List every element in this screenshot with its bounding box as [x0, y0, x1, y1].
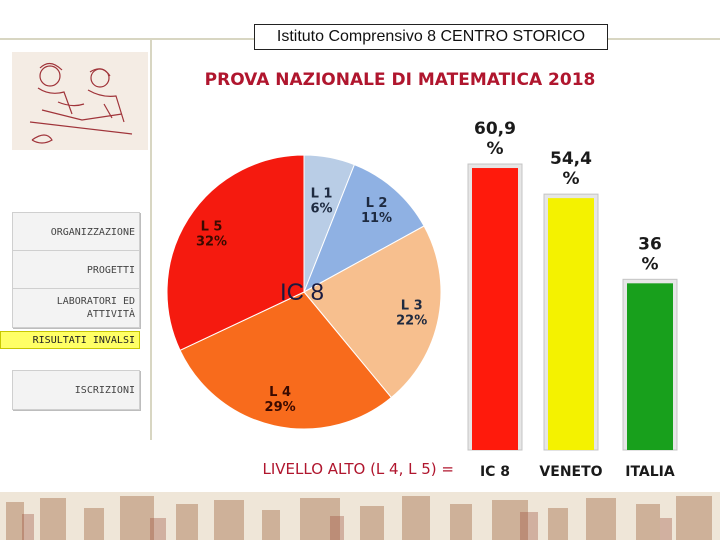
nav-label: LABORATORI ED ATTIVITÀ [56, 296, 135, 320]
bar-value-label: 36 [638, 234, 662, 254]
content-divider [150, 40, 152, 440]
pie-slice-l4 [179, 291, 393, 430]
bar-ic-8 [472, 168, 518, 450]
bar-italia [627, 283, 673, 450]
nav-risultati-invalsi[interactable]: RISULTATI INVALSI [0, 331, 140, 349]
nav-label: ISCRIZIONI [74, 384, 135, 396]
bar-percent-sign: % [562, 169, 579, 189]
pie-slice-l3 [303, 225, 442, 399]
pie-label: L 2 [366, 196, 388, 211]
bar-category-label: VENETO [539, 464, 602, 480]
nav-organizzazione[interactable]: ORGANIZZAZIONE [12, 212, 140, 252]
nav-iscrizioni[interactable]: ISCRIZIONI [12, 370, 140, 410]
pie-chart: L 16% L 211% L 322% L 429% L 532% IC 8 [166, 154, 442, 430]
school-logo [12, 52, 148, 150]
bar-category-label: IC 8 [480, 464, 510, 480]
pie-label: L 3 [401, 299, 423, 314]
bar-value-label: 60,9 [474, 119, 516, 139]
decorative-strip [0, 492, 720, 540]
pie-value-label: 6% [310, 202, 332, 217]
bar-category-label: ITALIA [625, 464, 675, 480]
pie-value-label: 29% [265, 400, 296, 415]
pie-label: L 5 [201, 219, 223, 234]
invalsi-chart: L 16% L 211% L 322% L 429% L 532% IC 8 60,9% I… [166, 119, 678, 480]
nav-label: ORGANIZZAZIONE [50, 226, 135, 238]
nav-laboratori[interactable]: LABORATORI ED ATTIVITÀ [12, 288, 140, 328]
pie-center-label: IC 8 [280, 279, 324, 306]
pie-value-label: 22% [396, 314, 427, 329]
bar-percent-sign: % [486, 139, 503, 159]
bar-caption: LIVELLO ALTO (L 4, L 5) = [263, 460, 454, 478]
nav-progetti[interactable]: PROGETTI [12, 250, 140, 290]
pie-slice-l2 [303, 163, 425, 294]
pie-value-label: 11% [361, 211, 392, 226]
pie-label: L 4 [269, 385, 291, 400]
school-name: Istituto Comprensivo 8 CENTRO STORICO [254, 24, 608, 50]
pie-slice-l5 [166, 154, 305, 351]
bar-veneto [548, 198, 594, 450]
pie-label: L 1 [311, 187, 333, 202]
bar-value-label: 54,4 [550, 149, 592, 169]
bar-percent-sign: % [641, 254, 658, 274]
bar-chart: 60,9% IC 8 54,4% VENETO 36% ITALIA LIVELLO ALT… [263, 119, 678, 480]
nav-label: PROGETTI [86, 264, 135, 276]
pie-value-label: 32% [196, 234, 227, 249]
page-title: PROVA NAZIONALE DI MATEMATICA 2018 [204, 70, 596, 90]
